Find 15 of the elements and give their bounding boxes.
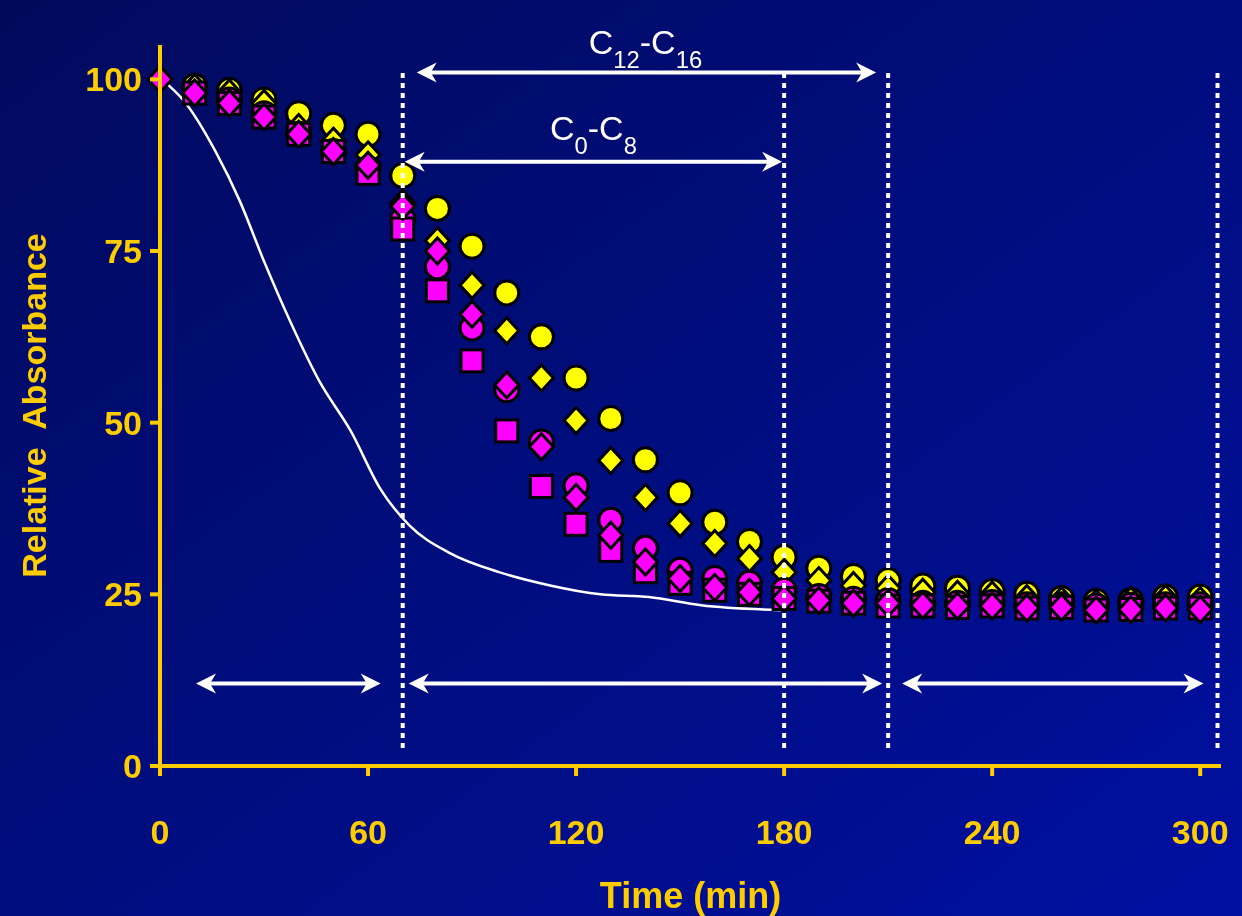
y-tick-label: 100 (85, 60, 142, 99)
x-tick-label: 300 (1171, 813, 1229, 851)
y-tick-label: 25 (104, 575, 142, 614)
y-tick-label: 75 (104, 231, 142, 270)
y-axis-title: Relative Absorbance (15, 233, 53, 578)
x-tick-label: 180 (755, 813, 813, 851)
annotation: C$_{12}$-C$_{16}$ (588, 23, 703, 73)
x-axis-title: Time (min) (599, 875, 782, 916)
y-tick-label: 0 (123, 746, 142, 785)
y-tick-label: 50 (104, 403, 142, 442)
x-tick-label: 60 (349, 813, 387, 851)
x-tick-label: 0 (150, 813, 170, 851)
annotation: C$_{0}$-C$_{8}$ (549, 108, 637, 159)
x-tick-label: 240 (963, 813, 1021, 851)
x-tick-label: 120 (547, 813, 605, 851)
